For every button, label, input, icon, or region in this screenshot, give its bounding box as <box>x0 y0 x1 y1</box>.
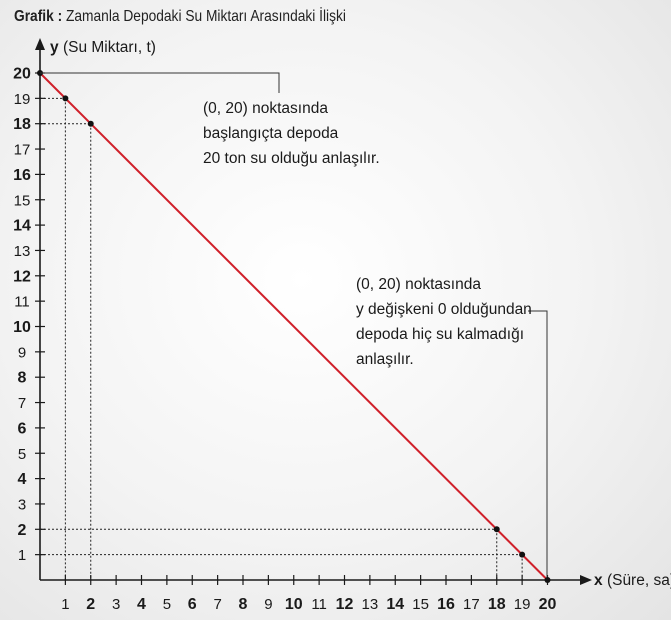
tick-marks <box>35 72 549 585</box>
x-tick-label-12: 12 <box>336 596 354 613</box>
x-tick-label-19: 19 <box>514 596 531 613</box>
x-tick-label-2: 2 <box>86 596 95 613</box>
annotation-1-line-3: anlaşılır. <box>356 351 414 368</box>
chart-title-text: Zamanla Depodaki Su Miktarı Arasındaki İ… <box>66 8 346 25</box>
x-tick-label-11: 11 <box>311 596 327 613</box>
data-point-2 <box>87 120 94 127</box>
annotation-1-line-0: (0, 20) noktasında <box>356 276 481 293</box>
annotation-1-line-2: depoda hiç su kalmadığı <box>356 326 524 343</box>
x-tick-label-16: 16 <box>437 596 455 613</box>
chart-title-prefix: Grafik : <box>14 8 63 25</box>
series-line-0 <box>39 72 549 581</box>
x-tick-label-13: 13 <box>362 596 379 613</box>
data-point-4 <box>519 551 526 558</box>
x-tick-label-14: 14 <box>386 596 404 613</box>
y-tick-label-15: 15 <box>14 192 31 209</box>
annotation-leader-0 <box>40 72 280 93</box>
y-tick-label-17: 17 <box>14 142 31 159</box>
data-points <box>37 70 551 583</box>
y-tick-label-5: 5 <box>18 446 26 463</box>
annotation-0-line-2: 20 ton su olduğu anlaşılır. <box>203 150 380 167</box>
y-tick-label-11: 11 <box>14 294 30 311</box>
x-tick-label-8: 8 <box>239 596 248 613</box>
y-tick-label-19: 19 <box>14 91 31 108</box>
series-lines <box>39 72 549 581</box>
x-axis-label: x (Süre, sa) <box>594 572 671 589</box>
data-point-3 <box>493 526 500 533</box>
y-tick-label-9: 9 <box>18 344 26 361</box>
x-tick-label-10: 10 <box>285 596 303 613</box>
x-tick-label-4: 4 <box>137 596 146 613</box>
y-tick-label-20: 20 <box>13 66 31 83</box>
x-tick-label-3: 3 <box>112 596 120 613</box>
y-tick-label-13: 13 <box>14 243 31 260</box>
x-axis-arrow <box>580 575 592 585</box>
x-tick-label-18: 18 <box>488 596 506 613</box>
guide-lines <box>40 97 523 580</box>
annotation-0-line-1: başlangıçta depoda <box>203 125 339 142</box>
x-tick-label-6: 6 <box>188 596 197 613</box>
y-tick-label-12: 12 <box>13 268 31 285</box>
y-tick-label-18: 18 <box>13 116 31 133</box>
x-tick-label-15: 15 <box>412 596 429 613</box>
y-axis-label: y (Su Miktarı, t) <box>50 39 156 56</box>
chart-title: Grafik : Zamanla Depodaki Su Miktarı Ara… <box>14 8 346 26</box>
y-tick-label-3: 3 <box>18 496 26 513</box>
data-point-5 <box>544 577 551 583</box>
y-axis-arrow <box>35 38 45 50</box>
y-tick-label-7: 7 <box>18 395 26 412</box>
x-tick-label-9: 9 <box>264 596 272 613</box>
y-tick-label-6: 6 <box>18 420 27 437</box>
data-point-1 <box>62 95 69 102</box>
x-tick-label-7: 7 <box>213 596 221 613</box>
x-tick-label-1: 1 <box>61 596 69 613</box>
annotation-1-line-1: y değişkeni 0 olduğundan <box>356 301 532 318</box>
annotation-0-line-0: (0, 20) noktasında <box>203 100 328 117</box>
y-tick-label-8: 8 <box>18 370 27 387</box>
y-tick-label-2: 2 <box>18 522 27 539</box>
y-tick-label-4: 4 <box>18 471 27 488</box>
annotation-leader-1 <box>528 310 548 577</box>
axis-labels: y (Su Miktarı, t) x (Süre, sa) <box>50 39 671 589</box>
axes <box>35 38 592 585</box>
tick-labels: 1 2 3 4 5 6 7 8 9 10 11 12 13 14 15 16 17 18 19 20123456789… <box>13 66 556 614</box>
y-tick-label-1: 1 <box>18 547 26 564</box>
y-tick-label-14: 14 <box>13 218 31 235</box>
x-tick-label-5: 5 <box>163 596 171 613</box>
annotations: (0, 20) noktasında başlangıçta depoda 20 t… <box>40 72 548 577</box>
x-tick-label-20: 20 <box>539 596 557 613</box>
y-tick-label-16: 16 <box>13 167 31 184</box>
y-tick-label-10: 10 <box>13 319 31 336</box>
x-tick-label-17: 17 <box>463 596 480 613</box>
